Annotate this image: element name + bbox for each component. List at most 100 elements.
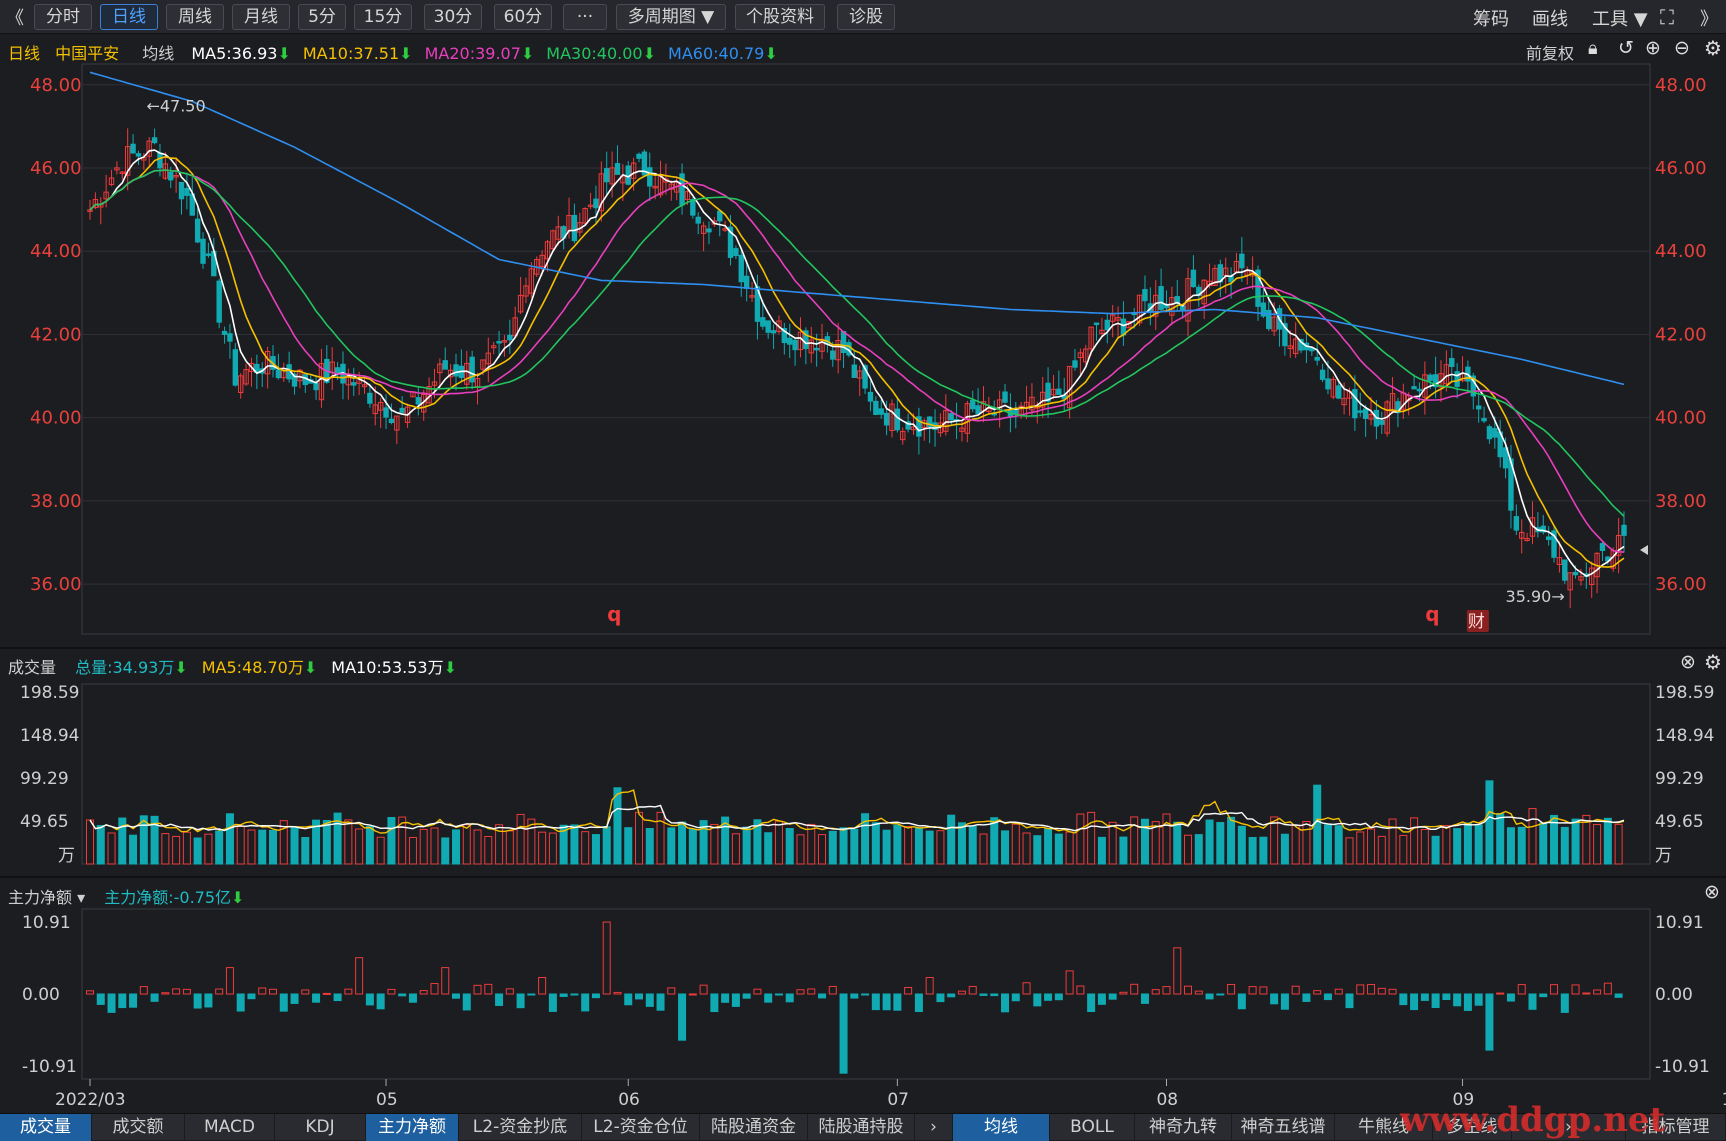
flow-bar bbox=[721, 993, 730, 1003]
candle-body bbox=[1212, 267, 1218, 286]
indicator-tab-6[interactable]: L2-资金仓位 bbox=[582, 1114, 700, 1141]
tab-8[interactable]: ··· bbox=[563, 4, 607, 30]
event-marker: q bbox=[607, 602, 621, 626]
vol_legend-value-0: 总量:34.93万 bbox=[75, 658, 175, 677]
close-flow-icon[interactable]: ⊗ bbox=[1704, 881, 1720, 903]
price-tick-left: 48.00 bbox=[30, 75, 82, 96]
tab-1[interactable]: 日线 bbox=[100, 4, 158, 30]
indicator-tab-12[interactable]: 神奇九转 bbox=[1135, 1114, 1232, 1141]
volume-bar bbox=[516, 813, 525, 865]
adjust-mode[interactable]: 前复权 bbox=[1526, 44, 1575, 63]
volume-bar bbox=[1087, 811, 1096, 865]
indicator-tab-10[interactable]: 均线 bbox=[953, 1114, 1050, 1141]
volume-bar bbox=[656, 811, 665, 865]
indicator-tab-15[interactable]: 多空线 bbox=[1433, 1114, 1512, 1141]
down-arrow-icon: ⬇ bbox=[399, 44, 413, 63]
candle-body bbox=[803, 330, 809, 350]
volume-bar bbox=[462, 824, 471, 865]
candle-body bbox=[313, 382, 319, 391]
volume-bar bbox=[1259, 836, 1268, 865]
volume-bar bbox=[699, 820, 708, 865]
tab-4[interactable]: 5分 bbox=[298, 4, 346, 30]
tab-11[interactable]: 诊股 bbox=[837, 4, 895, 30]
flow-bar bbox=[236, 993, 245, 1012]
zoom-in-icon[interactable]: ⊕ bbox=[1645, 37, 1661, 59]
indicator-tab-11[interactable]: BOLL bbox=[1050, 1114, 1135, 1141]
indicator-tab-14[interactable]: 牛熊线 bbox=[1335, 1114, 1433, 1141]
volume-bar bbox=[1022, 832, 1031, 865]
candle-body bbox=[1470, 375, 1476, 397]
flow-tick-right: 10.91 bbox=[1655, 913, 1704, 933]
candle-body bbox=[248, 363, 255, 372]
volume-bar bbox=[86, 819, 94, 865]
tools-button[interactable]: 工具 ▼ bbox=[1592, 9, 1648, 30]
volume-bar bbox=[570, 824, 579, 865]
undo-icon[interactable]: ↺ bbox=[1618, 37, 1634, 59]
candle-body bbox=[593, 198, 599, 209]
candle-body bbox=[1298, 338, 1304, 351]
volume-bar bbox=[753, 819, 762, 865]
flow-bar bbox=[1614, 993, 1623, 998]
indicator-tab-8[interactable]: 陆股通持股 bbox=[808, 1114, 915, 1141]
zoom-out-icon[interactable]: ⊖ bbox=[1674, 37, 1690, 59]
lock-icon[interactable]: 🔒︎ bbox=[1588, 38, 1598, 59]
volume-bar bbox=[1485, 780, 1494, 865]
candle-body bbox=[1088, 326, 1094, 350]
period-label: 日线 bbox=[8, 44, 41, 63]
indicator-tab-9[interactable]: › bbox=[915, 1114, 953, 1141]
close-volume-icon[interactable]: ⊗ bbox=[1680, 651, 1696, 673]
ma-value-1: MA10:37.51 bbox=[302, 44, 400, 63]
flow-bar bbox=[107, 993, 116, 1013]
indicator-tab-0[interactable]: 成交量 bbox=[0, 1114, 92, 1141]
event-marker: q bbox=[1425, 602, 1439, 626]
indicator-tab-2[interactable]: MACD bbox=[185, 1114, 275, 1141]
volume-bar bbox=[495, 824, 504, 865]
volume-legend: 成交量 总量:34.93万⬇ MA5:48.70万⬇ MA10:53.53万⬇ bbox=[8, 654, 457, 678]
draw-line-button[interactable]: 画线 bbox=[1532, 9, 1568, 30]
volume-bar bbox=[1076, 813, 1085, 865]
stock-chart[interactable]: 48.00 48.00 46.00 46.00 44.00 44.00 42.00 42.00… bbox=[0, 34, 1726, 1113]
flow-bar bbox=[215, 988, 224, 995]
indicator-tab-4[interactable]: 主力净额 bbox=[366, 1114, 459, 1141]
volume-settings-icon[interactable]: ⚙ bbox=[1704, 650, 1722, 674]
flow-bar bbox=[591, 993, 600, 999]
tab-2[interactable]: 周线 bbox=[166, 4, 224, 30]
tab-10[interactable]: 个股资料 bbox=[735, 4, 825, 30]
x-tick-label: 07 bbox=[887, 1090, 909, 1110]
low-annotation: 35.90→ bbox=[1506, 587, 1565, 606]
tab-9[interactable]: 多周期图 ▼ bbox=[616, 4, 726, 30]
finance-marker-badge bbox=[1466, 610, 1489, 632]
settings-gear-icon[interactable]: ⚙ bbox=[1704, 36, 1722, 60]
candle-body bbox=[367, 392, 373, 404]
tab-5[interactable]: 15分 bbox=[354, 4, 412, 30]
flow-bar bbox=[365, 993, 374, 1006]
volume-bar bbox=[1205, 819, 1214, 865]
indicator-tab-1[interactable]: 成交额 bbox=[92, 1114, 185, 1141]
tab-7[interactable]: 60分 bbox=[494, 4, 552, 30]
tab-0[interactable]: 分时 bbox=[34, 4, 92, 30]
indicator-tab-16[interactable]: › bbox=[1512, 1114, 1626, 1141]
indicator-tab-7[interactable]: 陆股通资金 bbox=[700, 1114, 808, 1141]
flow-bar bbox=[1022, 982, 1031, 995]
tab-3[interactable]: 月线 bbox=[232, 4, 290, 30]
ma-label[interactable]: 均线 bbox=[142, 44, 175, 63]
candle-body bbox=[609, 167, 615, 185]
chips-button[interactable]: 筹码 bbox=[1473, 9, 1509, 30]
flow-bar bbox=[947, 993, 956, 998]
indicator-tab-5[interactable]: L2-资金抄底 bbox=[459, 1114, 582, 1141]
volume-bar bbox=[1097, 836, 1106, 865]
volume-bar bbox=[452, 829, 461, 865]
flow-title[interactable]: 主力净额 ▾ bbox=[8, 888, 86, 907]
indicator-tab-3[interactable]: KDJ bbox=[275, 1114, 366, 1141]
expand-right-icon[interactable]: 》 bbox=[1700, 9, 1718, 30]
collapse-left-icon[interactable]: 《 bbox=[6, 8, 24, 29]
indicator-tab-13[interactable]: 神奇五线谱 bbox=[1232, 1114, 1335, 1141]
top-toolbar: 《 分时 日线 周线 月线 5分 15分 30分 60分 ··· 多周期图 ▼ 个股资料 诊股 筹码 … bbox=[0, 0, 1726, 34]
tab-6[interactable]: 30分 bbox=[424, 4, 482, 30]
candle-body bbox=[598, 173, 605, 212]
price-tick-left: 40.00 bbox=[30, 408, 82, 429]
candle-body bbox=[383, 407, 389, 418]
volume-bar bbox=[290, 826, 299, 865]
fullscreen-icon[interactable]: ⛶ bbox=[1660, 5, 1674, 29]
candle-body bbox=[1352, 389, 1358, 419]
